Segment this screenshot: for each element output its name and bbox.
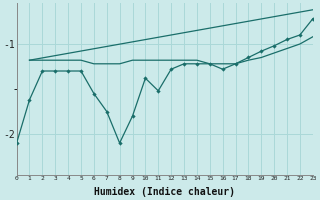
X-axis label: Humidex (Indice chaleur): Humidex (Indice chaleur) [94,186,235,197]
